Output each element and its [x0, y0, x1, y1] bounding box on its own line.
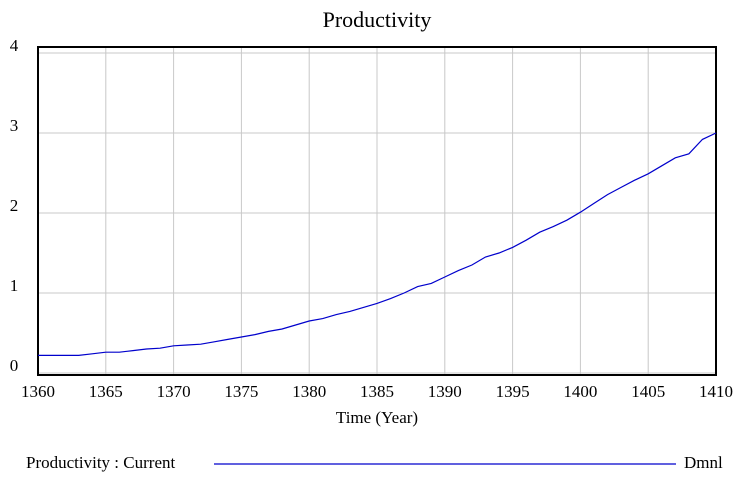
legend-label: Productivity : Current	[26, 453, 175, 472]
x-tick-label: 1380	[292, 382, 326, 401]
y-tick-label: 0	[10, 356, 19, 375]
y-tick-label: 4	[10, 36, 19, 55]
x-tick-label: 1365	[89, 382, 123, 401]
y-tick-label: 1	[10, 276, 19, 295]
x-tick-label: 1375	[224, 382, 258, 401]
x-tick-label: 1400	[563, 382, 597, 401]
x-tick-label: 1370	[157, 382, 191, 401]
data-line	[38, 132, 717, 356]
x-tick-label: 1405	[631, 382, 665, 401]
x-tick-label: 1410	[699, 382, 733, 401]
y-tick-label: 2	[10, 196, 19, 215]
x-tick-label: 1385	[360, 382, 394, 401]
x-tick-label: 1390	[428, 382, 462, 401]
y-tick-label: 3	[10, 116, 19, 135]
x-tick-label: 1395	[496, 382, 530, 401]
x-tick-label: 1360	[21, 382, 55, 401]
legend-unit: Dmnl	[684, 453, 723, 472]
plot-frame	[37, 46, 717, 376]
x-axis-label: Time (Year)	[336, 408, 418, 427]
chart-title: Productivity	[323, 7, 432, 32]
